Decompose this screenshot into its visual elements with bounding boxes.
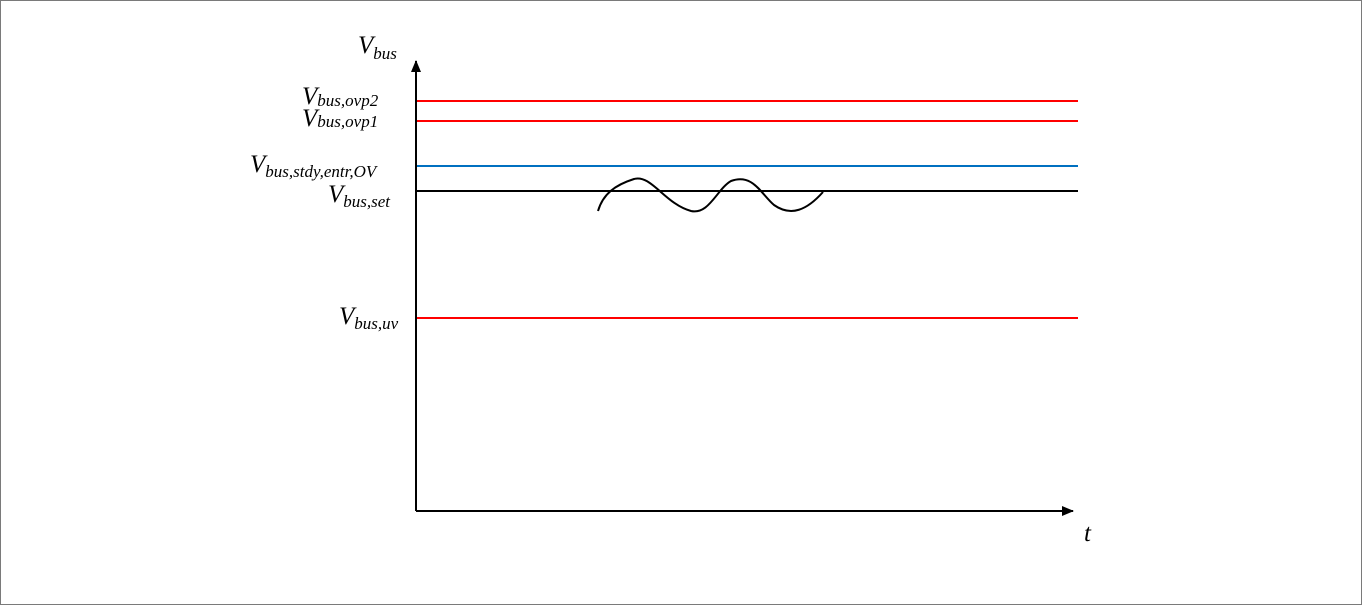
level-label-ovp1: Vbus,ovp1 xyxy=(302,105,378,132)
level-label-ovp2: Vbus,ovp2 xyxy=(302,83,379,110)
level-label-stdy-entr-ov: Vbus,stdy,entr,OV xyxy=(250,151,379,181)
level-label-set: Vbus,set xyxy=(328,181,391,211)
y-axis-label: Vbus xyxy=(358,32,397,63)
bus-voltage-waveform xyxy=(597,177,824,213)
x-axis-label: t xyxy=(1084,520,1092,547)
level-label-uv: Vbus,uv xyxy=(339,303,399,333)
